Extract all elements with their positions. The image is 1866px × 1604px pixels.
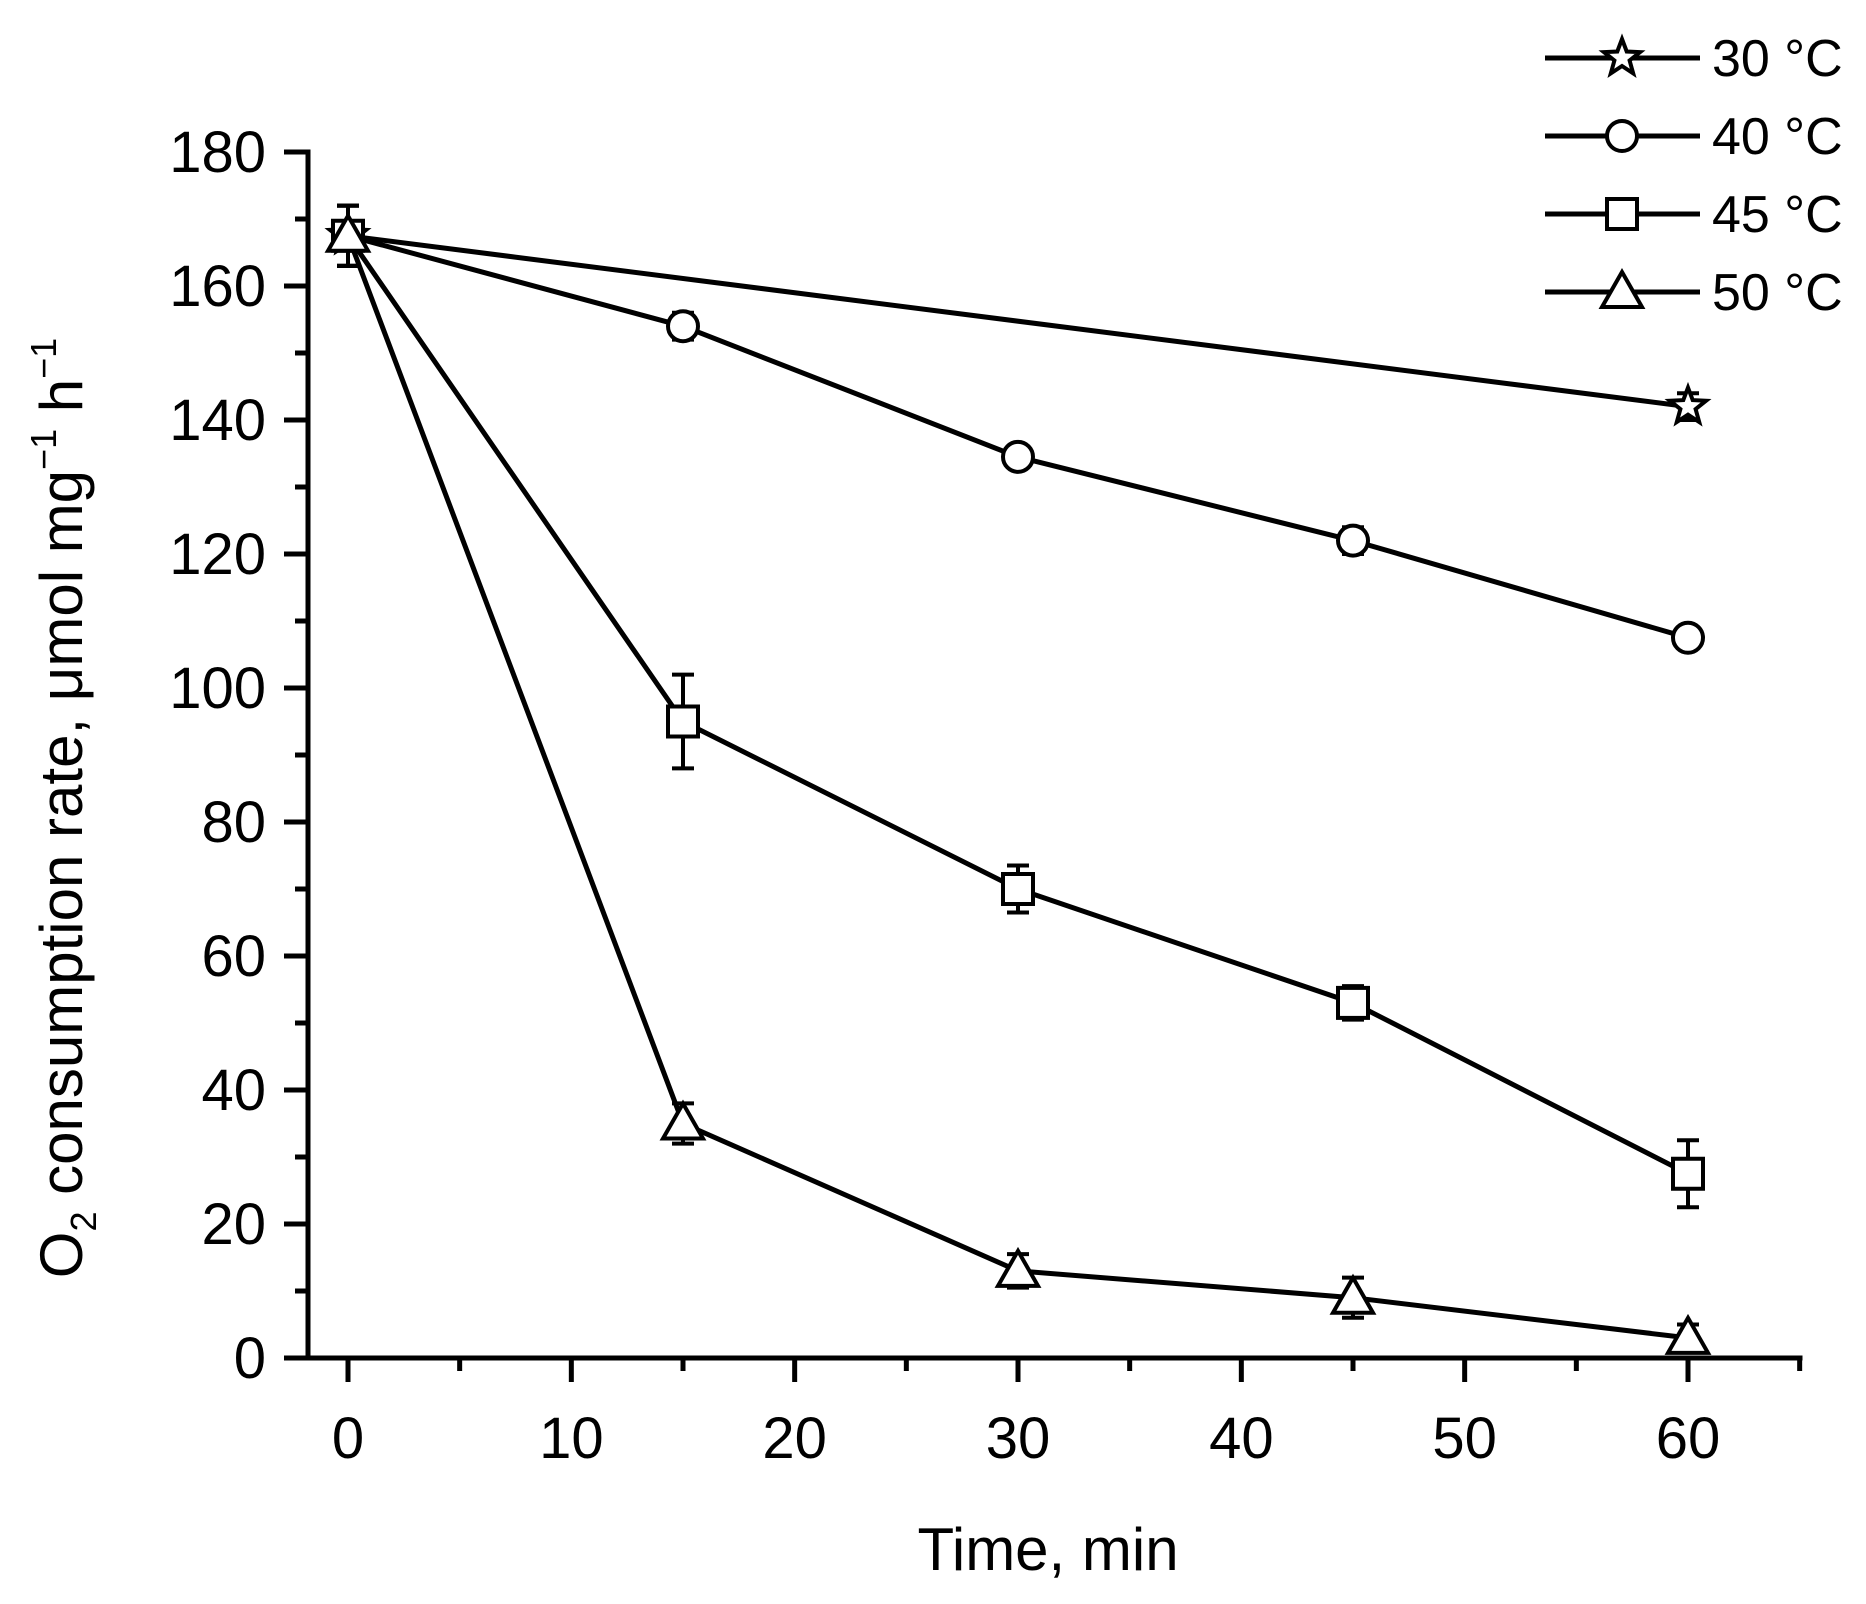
y-axis-title-sub: 2 [63,1211,104,1231]
legend: 30 °C 40 °C 45 °C 50 °C [1545,30,1843,322]
x-tick-label-10: 10 [539,1406,604,1471]
series-layer [324,203,1712,1355]
y-tick-label-120: 120 [169,522,266,587]
series-line-3 [345,234,1689,1341]
point-1-1 [666,309,700,344]
legend-marker-2 [1605,197,1639,231]
point-3-4 [1664,1313,1712,1355]
axes: 0 10 20 30 40 50 60 0 20 40 60 80 100 120 140 160 180 [169,120,1803,1471]
point-2-4 [1671,1156,1705,1191]
y-axis-title: O2 consumption rate, μmol mg−1 h−1 [23,338,104,1278]
point-1-2 [1001,439,1035,474]
y-axis-title-sup1: −1 [23,429,64,470]
x-tick-label-50: 50 [1432,1406,1497,1471]
point-3-2 [994,1246,1042,1288]
point-2-3 [1336,985,1370,1020]
legend-item-2: 45 °C [1545,186,1843,244]
legend-label-1: 40 °C [1712,108,1843,166]
series-0 [324,203,1712,427]
y-axis-title-sup2: −1 [23,338,64,379]
legend-label-3: 50 °C [1712,264,1843,322]
y-tick-label-0: 0 [234,1326,266,1391]
point-3-1 [659,1099,707,1141]
legend-label-2: 45 °C [1712,186,1843,244]
x-tick-label-40: 40 [1209,1406,1274,1471]
series-2 [331,203,1705,1210]
point-0-1 [1664,381,1712,427]
y-tick-label-180: 180 [169,120,266,185]
y-tick-label-80: 80 [201,790,266,855]
y-axis-title-o: O [28,1232,95,1279]
y-tick-label-60: 60 [201,924,266,989]
y-axis-title-mid: consumption rate, μmol mg [28,470,95,1212]
legend-item-1: 40 °C [1545,108,1843,166]
point-2-2 [1001,872,1035,906]
series-line-2 [345,234,1690,1177]
series-3 [324,203,1712,1355]
y-tick-label-40: 40 [201,1058,266,1123]
series-line-0 [347,233,1689,410]
x-tick-label-20: 20 [762,1406,827,1471]
legend-marker-1 [1605,119,1639,153]
legend-label-0: 30 °C [1712,30,1843,88]
y-tick-label-100: 100 [169,656,266,721]
x-tick-label-60: 60 [1656,1406,1721,1471]
point-3-0 [324,211,372,253]
point-1-4 [1671,620,1705,655]
y-axis-title-h: h [28,379,95,429]
x-tick-label-0: 0 [332,1406,364,1471]
point-2-1 [666,704,700,739]
point-3-3 [1329,1273,1377,1315]
y-tick-label-160: 160 [169,254,266,319]
legend-marker-0 [1598,33,1646,79]
y-tick-label-20: 20 [201,1192,266,1257]
y-tick-label-140: 140 [169,388,266,453]
series-1 [331,203,1705,655]
legend-item-0: 30 °C [1545,30,1843,88]
x-tick-label-30: 30 [986,1406,1051,1471]
point-1-3 [1336,523,1370,558]
x-axis-title: Time, min [917,1516,1178,1583]
legend-item-3: 50 °C [1545,264,1843,322]
legend-marker-3 [1598,267,1646,309]
series-line-1 [347,233,1689,641]
